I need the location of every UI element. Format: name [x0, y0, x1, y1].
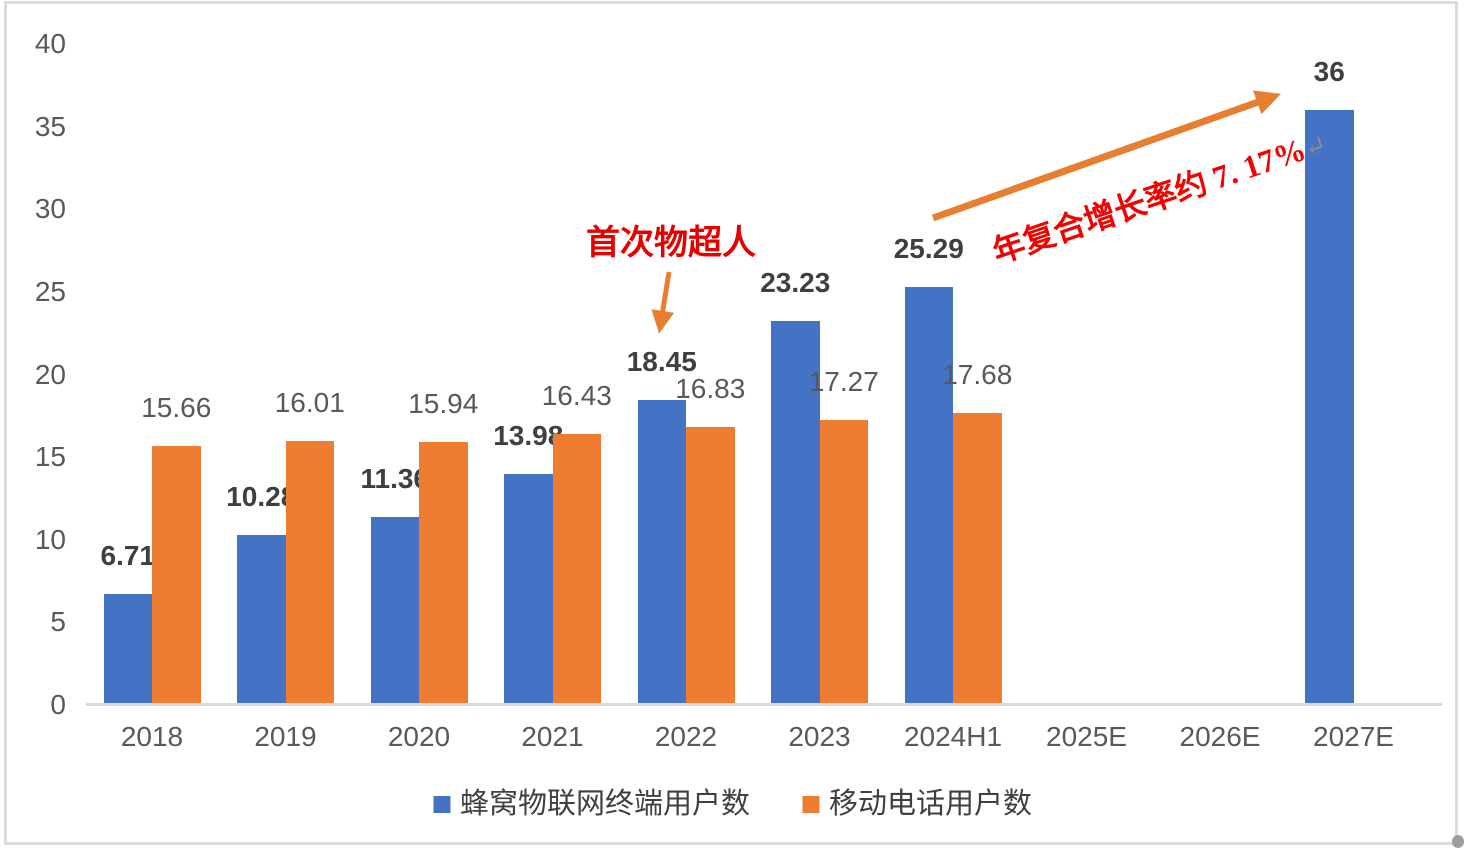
chart-frame-border: [4, 1, 1458, 845]
legend-swatch-icon-mobile: [802, 795, 819, 813]
y-axis-tick-label-15: 15: [34, 441, 66, 473]
x-axis-label-2018: 2018: [120, 721, 184, 752]
value-label-iot-2024H1: 25.29: [893, 233, 964, 265]
value-label-mobile-2021: 16.43: [541, 379, 612, 411]
value-label-iot-2021: 13.98: [493, 420, 564, 452]
x-axis-label-2022: 2022: [654, 721, 718, 752]
annotation-first-things-exceed-people: 首次物超人: [586, 224, 756, 262]
y-axis-tick-label-20: 20: [34, 358, 66, 390]
bar-mobile-2023: [819, 419, 868, 705]
bar-mobile-2019: [285, 440, 334, 705]
x-axis-label-2027E: 2027E: [1313, 721, 1394, 752]
x-axis-label-2024H1: 2024H1: [903, 721, 1003, 752]
x-axis-label-2021: 2021: [521, 721, 584, 752]
x-axis-label-2020: 2020: [387, 721, 451, 752]
bar-mobile-2020: [419, 441, 468, 705]
legend-item-mobile: 移动电话用户数: [802, 788, 1032, 820]
legend-label-mobile: 移动电话用户数: [829, 788, 1033, 820]
bar-mobile-2024H1: [953, 412, 1002, 705]
value-label-mobile-2019: 16.01: [274, 386, 345, 418]
anchor-mark-icon: [1452, 835, 1464, 848]
bar-iot-2021: [504, 474, 553, 705]
value-label-iot-2023: 23.23: [760, 267, 831, 299]
value-label-mobile-2023: 17.27: [808, 365, 879, 397]
y-axis-tick-label-5: 5: [50, 606, 66, 638]
y-axis-tick-label-25: 25: [34, 276, 66, 307]
y-axis-tick-label-30: 30: [34, 193, 66, 225]
y-axis-tick-label-10: 10: [34, 523, 66, 555]
bar-mobile-2018: [152, 446, 201, 705]
x-axis-line: [86, 703, 1442, 706]
value-label-mobile-2024H1: 17.68: [942, 358, 1013, 390]
x-axis-label-2023: 2023: [788, 721, 851, 752]
value-label-mobile-2018: 15.66: [141, 392, 212, 424]
bar-iot-2019: [237, 535, 286, 705]
value-label-iot-2019: 10.28: [226, 481, 297, 513]
bar-iot-2018: [103, 594, 152, 705]
value-label-iot-2022: 18.45: [626, 346, 697, 378]
legend-label-iot: 蜂窝物联网终端用户数: [459, 788, 750, 820]
bar-iot-2020: [370, 517, 419, 705]
bar-mobile-2022: [686, 426, 735, 705]
chart-legend: 蜂窝物联网终端用户数 移动电话用户数: [432, 788, 1032, 820]
bar-mobile-2021: [552, 433, 601, 705]
value-label-mobile-2022: 16.83: [675, 372, 746, 404]
y-axis-tick-label-35: 35: [34, 110, 66, 142]
value-label-mobile-2020: 15.94: [408, 387, 479, 419]
legend-swatch-icon-iot: [432, 795, 450, 813]
bar-iot-2024H1: [904, 287, 953, 705]
annotation-cagr-text: 年复合增长率约 7. 17%: [988, 130, 1311, 271]
down-arrow-icon: [651, 271, 675, 334]
x-axis-label-2026E: 2026E: [1179, 721, 1261, 752]
x-axis-label-2019: 2019: [254, 721, 317, 752]
value-label-iot-2018: 6.71: [100, 540, 156, 572]
y-axis-tick-label-0: 0: [50, 689, 66, 720]
legend-item-iot: 蜂窝物联网终端用户数: [432, 788, 750, 820]
bar-iot-2027E: [1305, 110, 1354, 705]
bar-iot-2023: [771, 321, 820, 705]
annotation-cagr: 年复合增长率约 7. 17%↵: [988, 124, 1332, 273]
y-axis-tick-label-40: 40: [34, 28, 66, 60]
x-axis-label-2025E: 2025E: [1046, 721, 1127, 752]
value-label-iot-2027E: 36: [1313, 56, 1345, 88]
value-label-iot-2020: 11.36: [360, 463, 430, 495]
bar-iot-2022: [637, 400, 686, 705]
